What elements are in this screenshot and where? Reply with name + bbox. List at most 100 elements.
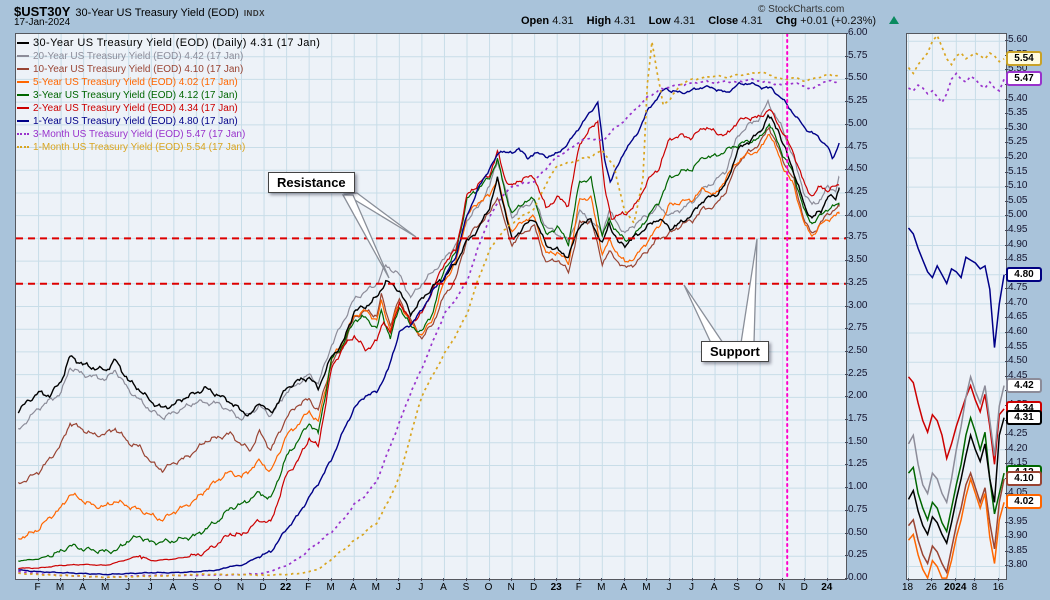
ohlc-readout: Open 4.31 High 4.31 Low 4.31 Close 4.31 … [521, 15, 904, 27]
mini-series-line-1Y [907, 227, 1005, 348]
mini-y-tick-mark [1005, 171, 1008, 173]
y-tick-mark [845, 419, 848, 421]
callout-pointer [683, 284, 725, 344]
y-tick-mark [845, 441, 848, 443]
x-tick-mark [353, 578, 355, 581]
x-tick-label: A [349, 582, 357, 593]
mini-y-tick-mark [1005, 259, 1008, 261]
y-tick-mark [845, 191, 848, 193]
chg-label: Chg [775, 15, 798, 27]
support-callout: Support [701, 341, 769, 362]
mini-y-tick-label: 5.50 [1008, 63, 1028, 75]
x-tick-label: N [507, 582, 515, 593]
y-tick-label: 4.00 [848, 208, 868, 220]
mini-series-line-10Y [907, 470, 1005, 575]
mini-y-tick-label: 4.50 [1008, 355, 1028, 367]
y-tick-mark [845, 237, 848, 239]
x-tick-label: A [79, 582, 86, 593]
y-tick-label: 0.25 [848, 549, 868, 561]
y-tick-mark [845, 123, 848, 125]
copyright: © StockCharts.com [758, 4, 845, 15]
mini-x-tick-label: 18 [901, 582, 914, 593]
price-badge-4.02: 4.02 [1006, 494, 1042, 510]
mini-x-tick-label: 2024 [944, 582, 967, 593]
x-tick-mark [578, 578, 580, 581]
x-tick-label: O [755, 582, 764, 593]
x-tick-mark [172, 578, 174, 581]
x-tick-mark [646, 578, 648, 581]
y-tick-label: 1.25 [848, 458, 868, 470]
mini-y-tick-mark [1005, 142, 1008, 144]
x-tick-label: 23 [550, 582, 562, 593]
y-tick-label: 1.00 [848, 481, 868, 493]
mini-x-tick-label: 26 [925, 582, 937, 593]
mini-x-tick-label: 16 [992, 582, 1004, 593]
y-tick-label: 0.00 [848, 572, 868, 583]
x-tick-mark [308, 578, 310, 581]
y-tick-mark [845, 373, 848, 375]
price-badge-4.31: 4.31 [1006, 409, 1042, 425]
close-value: 4.31 [741, 15, 763, 27]
x-tick-mark [37, 578, 39, 581]
mini-y-tick-label: 4.85 [1008, 253, 1028, 265]
y-tick-mark [845, 555, 848, 557]
mini-y-tick-mark [1005, 215, 1008, 217]
y-tick-mark [845, 328, 848, 330]
x-tick-label: O [214, 582, 222, 593]
x-tick-mark [488, 578, 490, 581]
callout-pointer [342, 192, 417, 238]
x-tick-mark [240, 578, 242, 581]
y-tick-mark [845, 169, 848, 171]
mini-y-tick-mark [1005, 229, 1008, 231]
mini-y-tick-label: 4.90 [1008, 238, 1028, 250]
y-tick-mark [845, 305, 848, 307]
series-line-3M [18, 78, 840, 579]
y-tick-mark [845, 487, 848, 489]
mini-y-tick-mark [1005, 302, 1008, 304]
mini-y-tick-mark [1005, 375, 1008, 377]
mini-y-tick-label: 5.05 [1008, 194, 1028, 206]
x-tick-label: A [710, 582, 718, 593]
x-tick-label: 24 [821, 582, 833, 593]
change-up-arrow-icon [889, 16, 900, 24]
x-tick-mark [511, 578, 513, 581]
mini-y-tick-mark [1005, 521, 1008, 523]
mini-y-tick-label: 5.10 [1008, 180, 1028, 192]
mini-y-tick-label: 4.65 [1008, 311, 1028, 323]
x-tick-label: D [530, 582, 538, 593]
y-tick-mark [845, 101, 848, 103]
mini-y-tick-mark [1005, 448, 1008, 450]
series-line-10Y [17, 126, 840, 485]
page-title: 30-Year US Treasury Yield (EOD) [75, 7, 239, 19]
series-line-3Y [18, 122, 840, 562]
mini-y-tick-mark [1005, 550, 1008, 552]
x-tick-label: O [484, 582, 493, 593]
mini-y-tick-label: 4.95 [1008, 223, 1028, 235]
x-tick-label: J [395, 582, 401, 593]
price-badge-5.47: 5.47 [1006, 71, 1042, 87]
mini-y-tick-label: 5.40 [1008, 92, 1028, 104]
resistance-callout: Resistance [268, 172, 355, 193]
mini-y-tick-mark [1005, 565, 1008, 567]
y-tick-label: 2.50 [848, 344, 868, 356]
y-tick-label: 5.00 [848, 117, 868, 129]
series-line-5Y [18, 133, 840, 540]
y-tick-label: 0.50 [848, 526, 868, 538]
y-tick-label: 6.00 [848, 27, 868, 38]
mini-y-tick-mark [1005, 536, 1008, 538]
mini-y-tick-label: 5.35 [1008, 107, 1028, 119]
x-tick-label: N [778, 582, 786, 593]
mini-x-tick-label: 8 [971, 582, 978, 593]
x-tick-mark [263, 578, 265, 581]
close-label: Close [708, 15, 739, 27]
callout-pointer [341, 194, 390, 279]
mini-y-tick-label: 5.25 [1008, 136, 1028, 148]
x-tick-mark [759, 578, 761, 581]
y-tick-label: 2.00 [848, 390, 868, 402]
mini-y-tick-mark [1005, 361, 1008, 363]
x-tick-label: S [462, 582, 470, 593]
mini-y-tick-mark [1005, 127, 1008, 129]
mini-y-tick-mark [1005, 317, 1008, 319]
y-tick-label: 5.75 [848, 49, 868, 61]
price-badge-4.42: 4.42 [1006, 377, 1042, 393]
